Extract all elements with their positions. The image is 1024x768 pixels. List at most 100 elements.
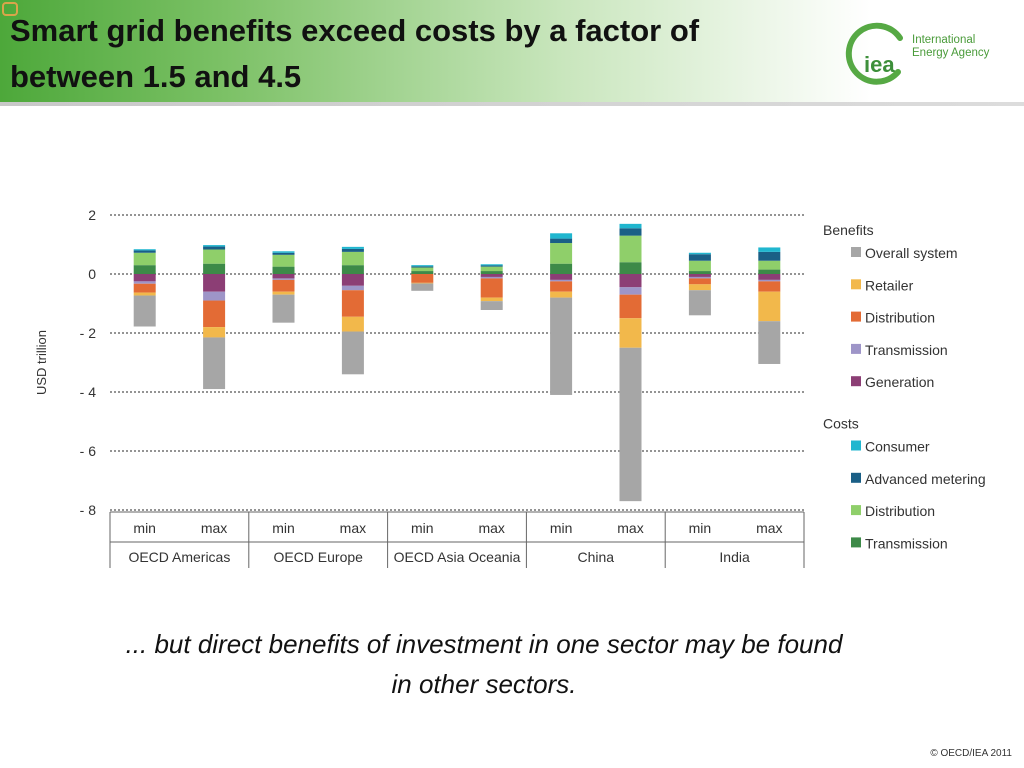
bar-segment	[133, 281, 156, 284]
bar-segment	[133, 283, 156, 293]
bar-segment	[203, 263, 226, 274]
bar-segment	[480, 271, 503, 274]
bar-segment	[341, 285, 364, 291]
iea-logo-mark: iea	[864, 52, 895, 77]
legend-swatch	[851, 279, 861, 290]
bar-segment	[758, 279, 781, 282]
legend-swatch	[851, 376, 861, 387]
iea-logo-name-line-2: Energy Agency	[912, 47, 990, 59]
y-tick-label: - 2	[80, 325, 97, 341]
bar-segment	[203, 246, 226, 250]
bar-segment	[550, 243, 573, 264]
bar-segment	[341, 265, 364, 274]
bar-segment	[272, 291, 295, 295]
bar-segment	[758, 321, 781, 364]
bar-segment	[133, 295, 156, 327]
header-divider	[0, 102, 1024, 106]
bar-segment	[619, 287, 642, 295]
iea-logo-name-line-1: International	[912, 34, 976, 46]
legend-item-label: Distribution	[865, 310, 935, 326]
y-tick-label: - 6	[80, 443, 97, 459]
bar-segment	[341, 274, 364, 286]
bar-segment	[550, 297, 573, 395]
x-tick-label: max	[478, 520, 504, 536]
slide-title: Smart grid benefits exceed costs by a fa…	[10, 8, 800, 100]
slide-caption: ... but direct benefits of investment in…	[0, 624, 968, 704]
slide-corner-icon	[2, 2, 18, 16]
bar-segment	[411, 283, 434, 291]
bar-segment	[550, 279, 573, 282]
bar-segment	[203, 327, 226, 338]
bar-segment	[272, 254, 295, 267]
legend-item-label: Transmission	[865, 342, 948, 358]
bar-segment	[619, 274, 642, 288]
bar-segment	[550, 281, 573, 292]
bar-segment	[203, 300, 226, 328]
legend-swatch	[851, 472, 861, 483]
legend-item-label: Distribution	[865, 503, 935, 519]
bar-segment	[203, 249, 226, 264]
legend-item-label: Overall system	[865, 245, 958, 261]
bar-segment	[480, 264, 503, 266]
bar-segment	[480, 276, 503, 279]
bar-segment	[619, 228, 642, 236]
bar-segment	[758, 251, 781, 261]
bar-segment	[480, 301, 503, 310]
y-tick-label: 2	[88, 207, 96, 223]
legend-item-label: Retailer	[865, 277, 914, 293]
bar-segment	[133, 249, 156, 251]
x-group-label: OECD Europe	[273, 549, 363, 565]
x-tick-label: min	[550, 520, 573, 536]
bar-segment	[480, 265, 503, 267]
bar-segment	[688, 274, 711, 277]
bar-segment	[133, 265, 156, 274]
iea-logo: iea	[845, 22, 903, 85]
bar-segment	[341, 248, 364, 252]
x-tick-label: max	[617, 520, 643, 536]
x-tick-label: min	[272, 520, 295, 536]
bar-segment	[688, 284, 711, 291]
bar-segment	[688, 276, 711, 279]
x-group-label: China	[578, 549, 615, 565]
bar-segment	[550, 263, 573, 274]
iea-logo-name: International Energy Agency	[912, 34, 989, 60]
x-tick-label: max	[201, 520, 227, 536]
bar-segment	[133, 250, 156, 253]
bar-segment	[272, 278, 295, 280]
bar-segment	[203, 291, 226, 301]
title-line-1: Smart grid benefits exceed costs by a fa…	[10, 13, 700, 48]
bar-segment	[203, 337, 226, 390]
legend-swatch	[851, 311, 861, 322]
bar-segment	[480, 274, 503, 277]
caption-line-2: in other sectors.	[391, 669, 577, 699]
bar-segment	[619, 262, 642, 274]
bar-segment	[411, 282, 434, 284]
y-tick-label: - 4	[80, 384, 97, 400]
bar-segment	[550, 274, 573, 280]
iea-logo-arc	[845, 22, 903, 85]
bar-segment	[688, 252, 711, 255]
bar-segment	[341, 246, 364, 249]
bar-segment	[688, 290, 711, 316]
legend-swatch	[851, 440, 861, 451]
bar-segment	[203, 274, 226, 292]
bar-segment	[619, 223, 642, 229]
bar-segment	[758, 274, 781, 280]
bar-segment	[688, 278, 711, 285]
bar-segment	[272, 279, 295, 292]
title-line-2: between 1.5 and 4.5	[10, 59, 302, 94]
x-tick-label: max	[340, 520, 366, 536]
bar-segment	[272, 294, 295, 323]
bar-segment	[411, 271, 434, 274]
bar-segment	[758, 269, 781, 274]
copyright-notice: © OECD/IEA 2011	[930, 748, 1012, 759]
legend-group-title: Costs	[823, 416, 859, 432]
bar-segment	[758, 281, 781, 292]
bar-segment	[411, 274, 434, 283]
x-tick-label: max	[756, 520, 782, 536]
header-band	[0, 0, 1024, 104]
x-group-label: OECD Americas	[128, 549, 230, 565]
bar-segment	[480, 266, 503, 272]
bar-segment	[341, 316, 364, 332]
bar-segment	[341, 290, 364, 317]
